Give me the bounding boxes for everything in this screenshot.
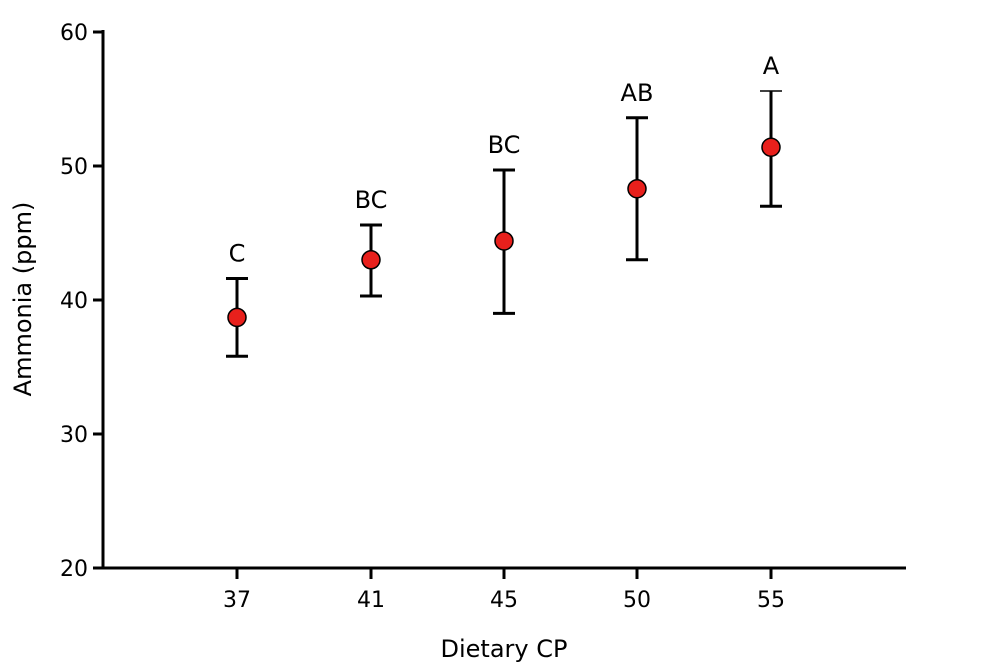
data-point xyxy=(761,137,781,157)
y-axis-ticks: 20 30 40 50 60 xyxy=(60,21,103,582)
y-axis-label: Ammonia (ppm) xyxy=(9,202,37,397)
x-tick-label: 37 xyxy=(223,588,251,613)
x-tick-label: 50 xyxy=(623,588,651,613)
x-tick-label: 45 xyxy=(490,588,518,613)
x-axis-label: Dietary CP xyxy=(441,635,568,663)
y-tick-label: 30 xyxy=(60,423,88,448)
group-labels: C BC BC AB A xyxy=(229,52,780,268)
y-tick-label: 40 xyxy=(60,289,88,314)
group-letter-label: AB xyxy=(621,79,654,107)
data-point xyxy=(227,307,247,328)
data-point xyxy=(494,231,514,251)
data-points xyxy=(227,137,781,328)
y-tick-label: 50 xyxy=(60,155,88,180)
x-axis-ticks: 37 41 45 50 55 xyxy=(223,568,785,613)
group-letter-label: C xyxy=(229,240,246,268)
group-letter-label: BC xyxy=(355,186,388,214)
group-letter-label: BC xyxy=(488,131,521,159)
x-tick-label: 55 xyxy=(757,588,785,613)
y-tick-label: 20 xyxy=(60,557,88,582)
data-point xyxy=(627,179,647,199)
x-tick-label: 41 xyxy=(357,588,385,613)
group-letter-label: A xyxy=(763,52,780,80)
y-tick-label: 60 xyxy=(60,21,88,46)
data-point xyxy=(361,250,381,270)
